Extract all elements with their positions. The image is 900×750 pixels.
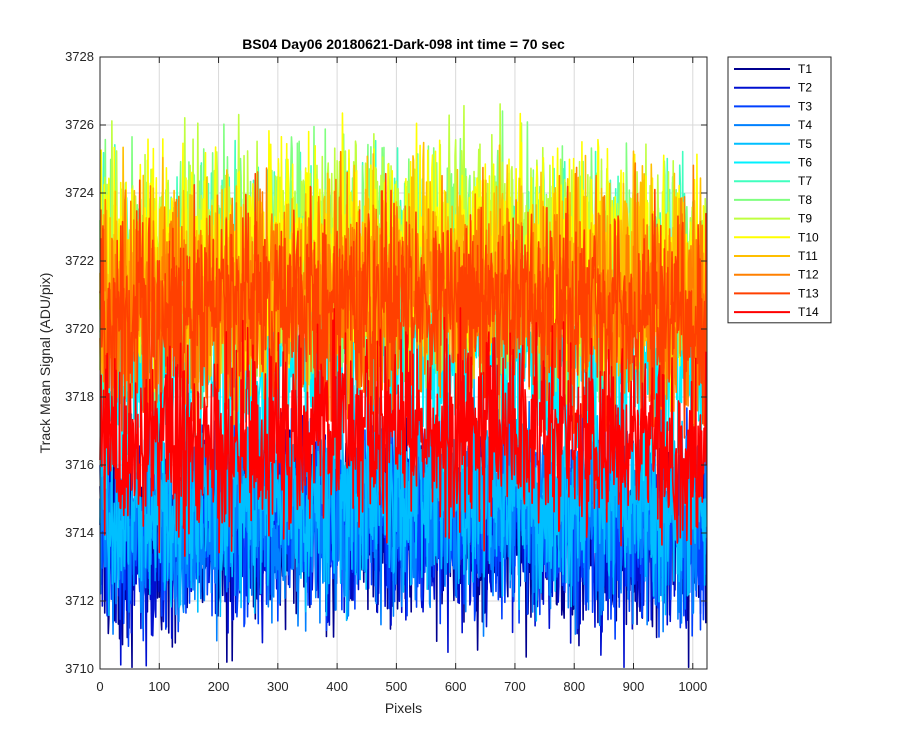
legend-entry: T9 xyxy=(798,212,812,226)
y-tick-label: 3728 xyxy=(65,49,94,64)
legend-box xyxy=(727,56,832,324)
series-layer xyxy=(99,103,708,669)
y-tick-label: 3724 xyxy=(65,185,94,200)
x-tick-label: 100 xyxy=(148,679,170,694)
y-tick-label: 3726 xyxy=(65,117,94,132)
y-tick-label: 3710 xyxy=(65,661,94,676)
legend-entry: T8 xyxy=(798,193,812,207)
legend-entry: T2 xyxy=(798,81,812,95)
y-tick-label: 3718 xyxy=(65,389,94,404)
x-tick-label: 0 xyxy=(96,679,103,694)
legend-entry: T6 xyxy=(798,156,812,170)
legend-entry: T7 xyxy=(798,174,812,188)
x-tick-label: 400 xyxy=(326,679,348,694)
x-tick-label: 300 xyxy=(267,679,289,694)
series-line-t13 xyxy=(99,172,708,449)
x-tick-label: 1000 xyxy=(678,679,707,694)
x-tick-label: 900 xyxy=(623,679,645,694)
legend-entry: T5 xyxy=(798,137,812,151)
legend-entry: T13 xyxy=(798,286,819,300)
x-tick-label: 500 xyxy=(386,679,408,694)
legend-entry: T14 xyxy=(798,305,819,319)
x-tick-label: 800 xyxy=(563,679,585,694)
legend: T1 T2 T3 T4 T5 T6 T7 T8 T9 T10 T11 T12 T13 T14 xyxy=(727,56,832,324)
axis-ticks: 0 100 200 300 400 500 600 700 800 900 1000 3710 3712… xyxy=(65,49,707,694)
plot-frame xyxy=(99,56,708,670)
legend-entry: T3 xyxy=(798,99,812,113)
y-tick-label: 3716 xyxy=(65,457,94,472)
legend-entry: T12 xyxy=(798,268,819,282)
legend-entry: T4 xyxy=(798,118,812,132)
x-tick-label: 200 xyxy=(208,679,230,694)
x-tick-label: 700 xyxy=(504,679,526,694)
y-tick-label: 3722 xyxy=(65,253,94,268)
x-tick-label: 600 xyxy=(445,679,467,694)
legend-entry: T1 xyxy=(798,62,812,76)
y-tick-label: 3714 xyxy=(65,525,94,540)
y-axis-label: Track Mean Signal (ADU/pix) xyxy=(37,273,53,454)
chart-title: BS04 Day06 20180621-Dark-098 int time = … xyxy=(242,36,565,52)
y-tick-label: 3712 xyxy=(65,593,94,608)
series-line-t14 xyxy=(99,307,708,557)
y-tick-label: 3720 xyxy=(65,321,94,336)
x-axis-label: Pixels xyxy=(385,700,422,716)
legend-entry: T10 xyxy=(798,230,819,244)
legend-entry: T11 xyxy=(798,249,818,263)
